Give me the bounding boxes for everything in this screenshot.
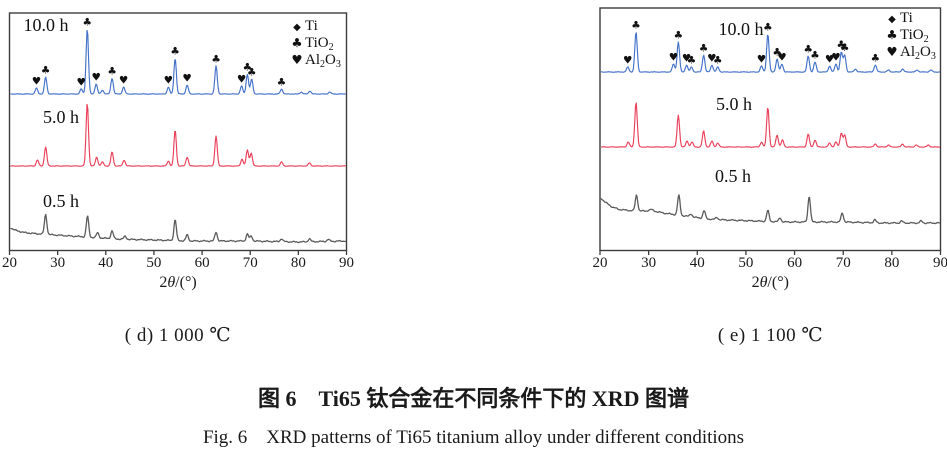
phase-marker-club-icon: ♣ — [631, 20, 640, 32]
x-tick-label: 30 — [641, 255, 656, 271]
x-tick-label: 30 — [50, 255, 65, 271]
series-label: 10.0 h — [719, 19, 764, 39]
phase-marker-heart-icon: ♥ — [164, 74, 173, 86]
legend-label-al2o3: Al2​O3​ — [900, 44, 936, 62]
series-label: 5.0 h — [716, 94, 752, 114]
legend-symbol-al2o3-icon: ♥ — [291, 52, 302, 67]
series-label: 0.5 h — [715, 166, 751, 186]
phase-marker-club-icon: ♣ — [41, 65, 50, 77]
phase-marker-club-icon: ♣ — [837, 39, 846, 51]
legend-label-tio2: TiO2​ — [900, 27, 929, 45]
phase-marker-heart-icon: ♥ — [825, 53, 834, 65]
legend-label-ti: Ti — [305, 18, 318, 34]
phase-marker-heart-icon: ♥ — [77, 76, 86, 88]
phase-marker-club-icon: ♣ — [871, 53, 880, 65]
phase-marker-club-icon: ♣ — [713, 54, 722, 66]
legend-symbol-ti-icon: ◆ — [888, 14, 896, 25]
phase-marker-heart-icon: ♥ — [682, 52, 691, 64]
phase-marker-club-icon: ♣ — [687, 54, 696, 66]
x-tick-label: 70 — [243, 255, 258, 271]
x-tick-label: 20 — [593, 255, 608, 271]
phase-marker-club-icon: ♣ — [840, 42, 849, 54]
x-tick-label: 90 — [933, 255, 947, 271]
legend-symbol-tio2-icon: ♣ — [886, 27, 897, 42]
phase-marker-club-icon: ♣ — [211, 54, 220, 66]
x-tick-label: 60 — [787, 255, 802, 271]
curve-05h-e — [600, 194, 940, 225]
panel-caption-e: ( e) 1 100 ℃ — [717, 325, 824, 346]
series-label: 5.0 h — [43, 107, 79, 127]
phase-marker-club-icon: ♣ — [803, 44, 812, 56]
curve-100h-e — [601, 32, 940, 73]
x-axis-title: 2θ/(°) — [752, 274, 789, 291]
phase-marker-club-icon: ♣ — [243, 61, 252, 73]
phase-marker-club-icon: ♣ — [763, 21, 772, 33]
phase-marker-club-icon: ♣ — [674, 29, 683, 41]
figure-title-en: Fig. 6 XRD patterns of Ti65 titanium all… — [202, 427, 745, 448]
legend-label-ti: Ti — [900, 10, 913, 26]
x-tick-label: 80 — [884, 255, 899, 271]
phase-marker-heart-icon: ♥ — [182, 73, 191, 85]
x-tick-label: 90 — [339, 255, 354, 271]
phase-marker-club-icon: ♣ — [247, 66, 256, 78]
plot-frame-d — [8, 12, 348, 252]
x-tick-label: 40 — [98, 255, 113, 271]
phase-marker-heart-icon: ♥ — [623, 55, 632, 67]
x-tick-label: 50 — [738, 255, 753, 271]
phase-marker-heart-icon: ♥ — [669, 51, 678, 63]
legend-symbol-al2o3-icon: ♥ — [886, 44, 897, 59]
legend-symbol-ti-icon: ◆ — [293, 22, 301, 33]
x-tick-label: 50 — [146, 255, 161, 271]
phase-marker-heart-icon: ♥ — [707, 52, 716, 64]
curve-50h-e — [601, 102, 940, 148]
series-label: 10.0 h — [24, 15, 69, 35]
x-tick-label: 70 — [836, 255, 851, 271]
legend-label-tio2: TiO2​ — [305, 35, 334, 53]
phase-marker-club-icon: ♣ — [277, 77, 286, 89]
phase-marker-club-icon: ♣ — [772, 46, 781, 58]
x-tick-label: 20 — [2, 255, 17, 271]
legend-label-al2o3: Al2​O3​ — [305, 52, 341, 70]
phase-marker-heart-icon: ♥ — [777, 51, 786, 63]
phase-marker-heart-icon: ♥ — [237, 73, 246, 85]
phase-marker-club-icon: ♣ — [699, 43, 708, 55]
x-tick-label: 60 — [195, 255, 210, 271]
x-tick-label: 80 — [291, 255, 306, 271]
curve-50h-d — [10, 103, 346, 167]
phase-marker-club-icon: ♣ — [170, 46, 179, 58]
phase-marker-heart-icon: ♥ — [757, 53, 766, 65]
plot-frame-e — [599, 7, 942, 252]
phase-marker-heart-icon: ♥ — [119, 75, 128, 87]
panel-caption-d: ( d) 1 000 ℃ — [124, 325, 232, 346]
phase-marker-club-icon: ♣ — [810, 49, 819, 61]
curve-100h-d — [10, 29, 346, 95]
x-tick-label: 40 — [690, 255, 705, 271]
phase-marker-heart-icon: ♥ — [91, 71, 100, 83]
phase-marker-heart-icon: ♥ — [831, 51, 840, 63]
curve-05h-d — [10, 213, 346, 244]
phase-marker-club-icon: ♣ — [83, 16, 92, 28]
x-axis-title: 2θ/(°) — [159, 274, 196, 291]
phase-marker-heart-icon: ♥ — [32, 76, 41, 88]
series-label: 0.5 h — [43, 191, 79, 211]
figure-title-zh: 图 6 Ti65 钛合金在不同条件下的 XRD 图谱 — [257, 386, 690, 411]
legend-symbol-tio2-icon: ♣ — [291, 35, 302, 50]
phase-marker-club-icon: ♣ — [107, 66, 116, 78]
